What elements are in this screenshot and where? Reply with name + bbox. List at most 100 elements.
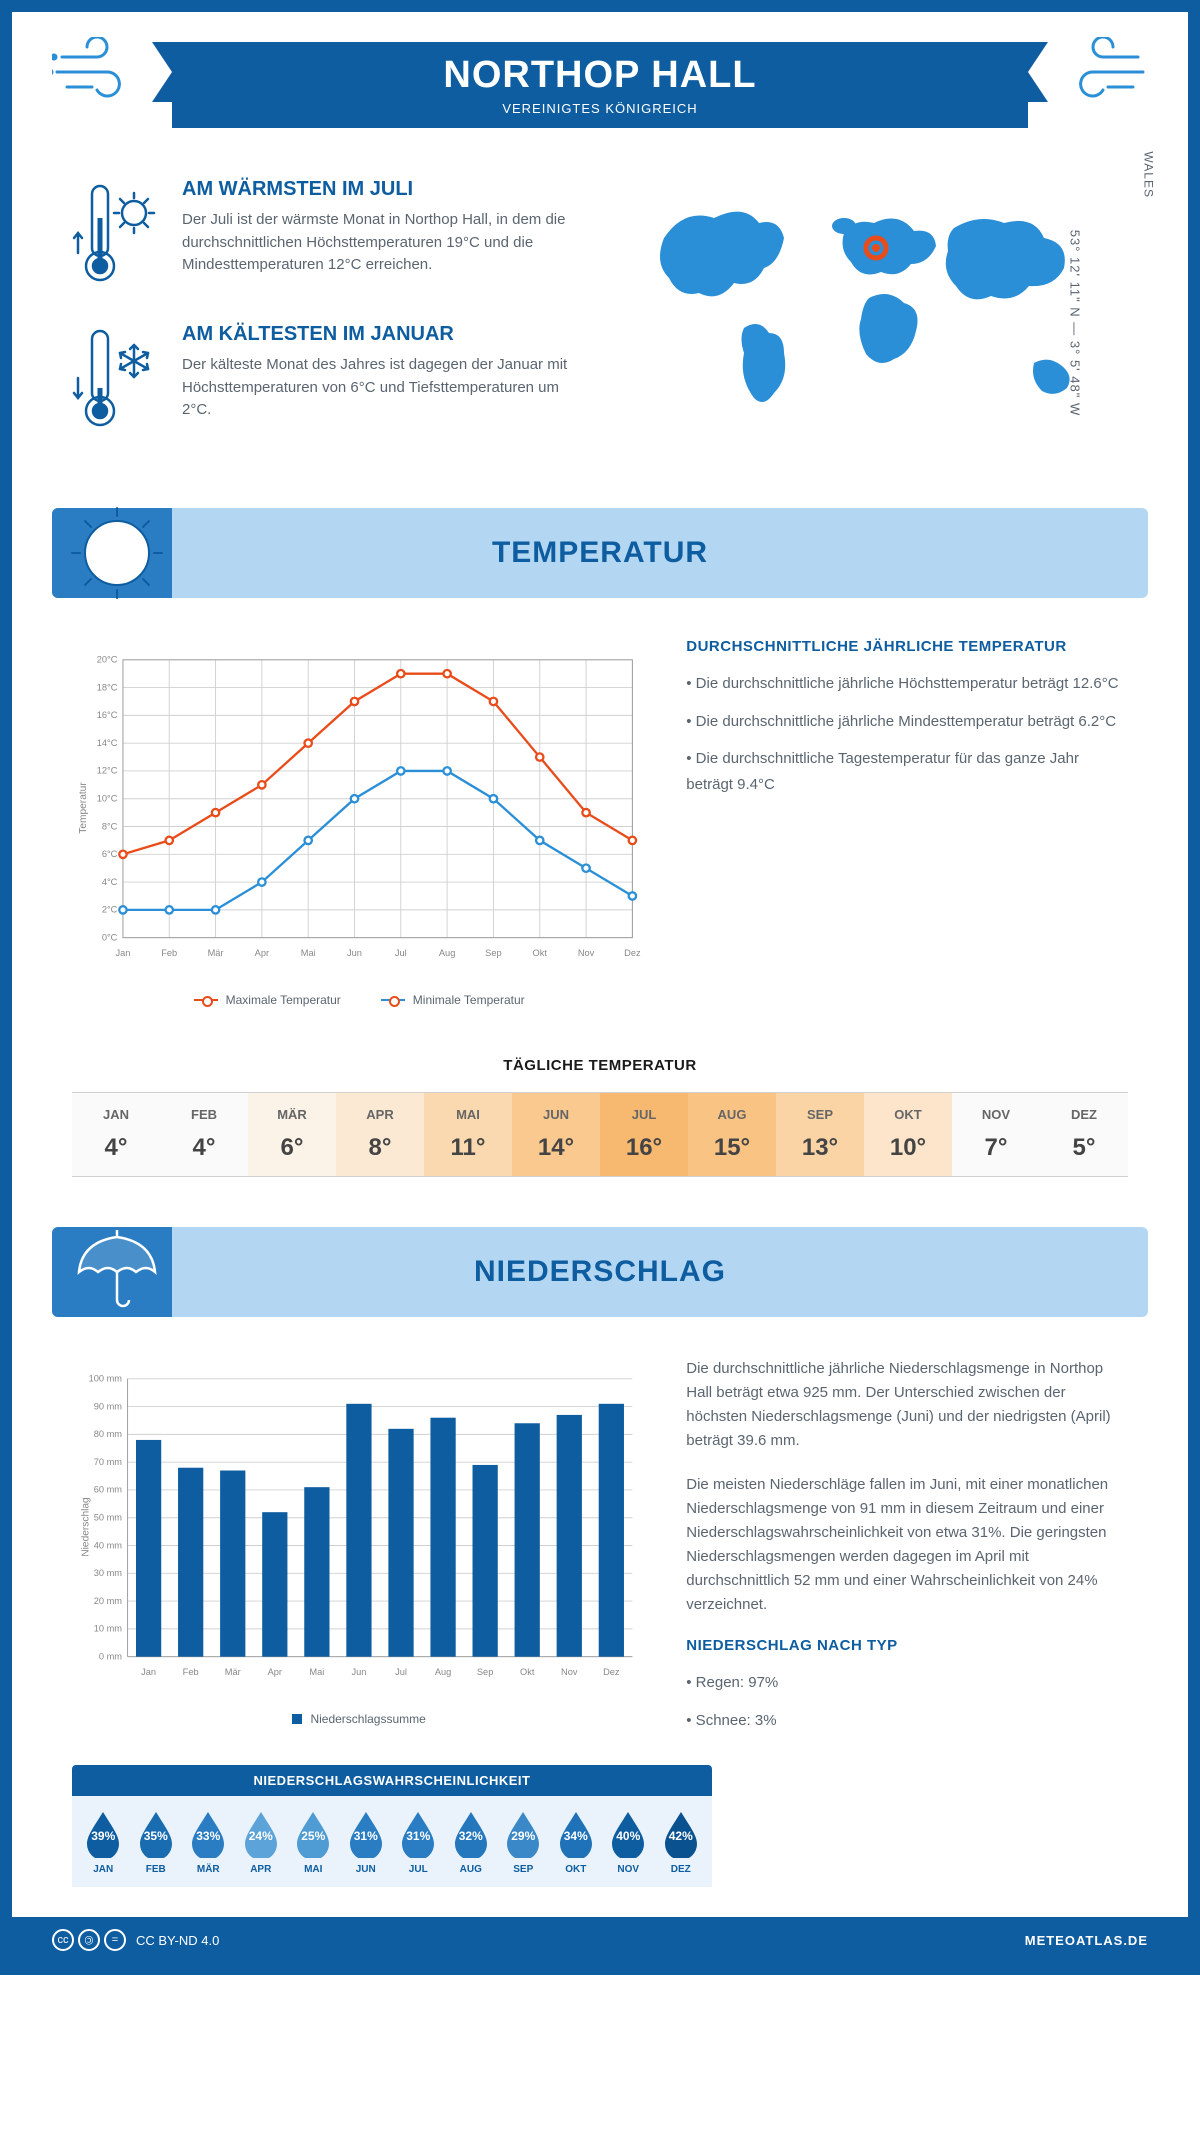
- warmest-fact: AM WÄRMSTEN IM JULI Der Juli ist der wär…: [72, 178, 580, 293]
- svg-text:20 mm: 20 mm: [94, 1596, 123, 1606]
- svg-text:0 mm: 0 mm: [99, 1651, 122, 1661]
- title-ribbon: NORTHOP HALL VEREINIGTES KÖNIGREICH: [172, 42, 1028, 128]
- svg-text:Nov: Nov: [578, 948, 595, 958]
- svg-text:Apr: Apr: [255, 948, 269, 958]
- daily-temp-cell: APR8°: [336, 1093, 424, 1176]
- legend-max: Maximale Temperatur: [226, 993, 341, 1007]
- daily-temp-cell: JUL16°: [600, 1093, 688, 1176]
- svg-text:Feb: Feb: [161, 948, 177, 958]
- svg-text:4°C: 4°C: [102, 877, 118, 887]
- svg-text:Mai: Mai: [309, 1667, 324, 1677]
- svg-text:Sep: Sep: [485, 948, 501, 958]
- svg-text:Feb: Feb: [183, 1667, 199, 1677]
- precip-desc-2: Die meisten Niederschläge fallen im Juni…: [686, 1473, 1128, 1617]
- precipitation-summary: Die durchschnittliche jährliche Niedersc…: [686, 1357, 1128, 1745]
- license-text: CC BY-ND 4.0: [136, 1933, 219, 1948]
- svg-text:16°C: 16°C: [97, 710, 118, 720]
- svg-text:40 mm: 40 mm: [94, 1540, 123, 1550]
- precipitation-title: NIEDERSCHLAG: [172, 1255, 1148, 1289]
- wind-icon-right: [1058, 37, 1148, 112]
- svg-text:Jan: Jan: [141, 1667, 156, 1677]
- precipitation-bar-chart: 0 mm10 mm20 mm30 mm40 mm50 mm60 mm70 mm8…: [72, 1357, 646, 1745]
- footer: cc 🄯 = CC BY-ND 4.0 METEOATLAS.DE: [12, 1917, 1188, 1963]
- temperature-section-header: TEMPERATUR: [52, 508, 1148, 598]
- svg-text:Temperatur: Temperatur: [78, 782, 89, 834]
- wind-icon-left: [52, 37, 142, 112]
- svg-text:Dez: Dez: [603, 1667, 620, 1677]
- svg-text:Jul: Jul: [395, 948, 407, 958]
- svg-text:Jun: Jun: [347, 948, 362, 958]
- coldest-text: Der kälteste Monat des Jahres ist dagege…: [182, 354, 580, 422]
- svg-text:80 mm: 80 mm: [94, 1429, 123, 1439]
- daily-temp-cell: DEZ5°: [1040, 1093, 1128, 1176]
- temperature-legend: .legend-swatch:nth-child(1)::after{borde…: [72, 993, 646, 1007]
- coldest-title: AM KÄLTESTEN IM JANUAR: [182, 323, 580, 346]
- prob-cell: 32%AUG: [446, 1808, 497, 1875]
- svg-text:30 mm: 30 mm: [94, 1568, 123, 1578]
- daily-temp-cell: FEB4°: [160, 1093, 248, 1176]
- daily-temp-title: TÄGLICHE TEMPERATUR: [72, 1057, 1128, 1074]
- temperature-summary: DURCHSCHNITTLICHE JÄHRLICHE TEMPERATUR •…: [686, 638, 1128, 1007]
- svg-text:Jun: Jun: [351, 1667, 366, 1677]
- svg-text:10 mm: 10 mm: [94, 1624, 123, 1634]
- svg-text:Nov: Nov: [561, 1667, 578, 1677]
- prob-cell: 40%NOV: [603, 1808, 654, 1875]
- warmest-text: Der Juli ist der wärmste Monat in Northo…: [182, 209, 580, 277]
- daily-temp-cell: MAI11°: [424, 1093, 512, 1176]
- svg-text:Okt: Okt: [533, 948, 548, 958]
- header-banner: NORTHOP HALL VEREINIGTES KÖNIGREICH: [12, 12, 1188, 148]
- umbrella-icon: [52, 1227, 172, 1317]
- svg-text:18°C: 18°C: [97, 682, 118, 692]
- legend-min: Minimale Temperatur: [413, 993, 525, 1007]
- cc-license-icon: cc 🄯 =: [52, 1929, 126, 1951]
- svg-text:0°C: 0°C: [102, 932, 118, 942]
- svg-text:Jan: Jan: [115, 948, 130, 958]
- daily-temperature-table: TÄGLICHE TEMPERATUR JAN4°FEB4°MÄR6°APR8°…: [12, 1037, 1188, 1217]
- svg-text:Niederschlag: Niederschlag: [81, 1497, 92, 1556]
- prob-cell: 31%JUL: [393, 1808, 444, 1875]
- svg-text:Jul: Jul: [395, 1667, 407, 1677]
- prob-cell: 29%SEP: [498, 1808, 549, 1875]
- thermometer-cold-icon: [72, 323, 162, 438]
- svg-text:100 mm: 100 mm: [89, 1374, 123, 1384]
- daily-temp-cell: NOV7°: [952, 1093, 1040, 1176]
- svg-text:Dez: Dez: [624, 948, 641, 958]
- prob-cell: 24%APR: [236, 1808, 287, 1875]
- daily-temp-cell: SEP13°: [776, 1093, 864, 1176]
- svg-text:Aug: Aug: [439, 948, 455, 958]
- thermometer-hot-icon: [72, 178, 162, 293]
- prob-cell: 42%DEZ: [656, 1808, 707, 1875]
- prob-cell: 31%JUN: [341, 1808, 392, 1875]
- svg-text:Sep: Sep: [477, 1667, 493, 1677]
- precip-type-bullet: • Regen: 97%: [686, 1670, 1128, 1696]
- precip-type-bullet: • Schnee: 3%: [686, 1708, 1128, 1734]
- prob-title: NIEDERSCHLAGSWAHRSCHEINLICHKEIT: [72, 1765, 712, 1796]
- site-name: METEOATLAS.DE: [1025, 1933, 1148, 1948]
- svg-text:60 mm: 60 mm: [94, 1485, 123, 1495]
- precipitation-section-header: NIEDERSCHLAG: [52, 1227, 1148, 1317]
- svg-text:6°C: 6°C: [102, 849, 118, 859]
- precip-type-title: NIEDERSCHLAG NACH TYP: [686, 1637, 1128, 1654]
- temperature-title: TEMPERATUR: [172, 536, 1148, 570]
- precip-desc-1: Die durchschnittliche jährliche Niedersc…: [686, 1357, 1128, 1453]
- coordinates: 53° 12' 11" N — 3° 5' 48" W: [1067, 230, 1082, 416]
- svg-text:Mär: Mär: [225, 1667, 241, 1677]
- svg-text:20°C: 20°C: [97, 655, 118, 665]
- intro-row: AM WÄRMSTEN IM JULI Der Juli ist der wär…: [12, 148, 1188, 498]
- svg-text:Apr: Apr: [268, 1667, 282, 1677]
- page-subtitle: VEREINIGTES KÖNIGREICH: [232, 101, 968, 116]
- svg-text:12°C: 12°C: [97, 766, 118, 776]
- daily-temp-cell: AUG15°: [688, 1093, 776, 1176]
- daily-temp-cell: MÄR6°: [248, 1093, 336, 1176]
- daily-temp-cell: OKT10°: [864, 1093, 952, 1176]
- prob-cell: 39%JAN: [78, 1808, 129, 1875]
- prob-cell: 35%FEB: [131, 1808, 182, 1875]
- precipitation-probability-table: NIEDERSCHLAGSWAHRSCHEINLICHKEIT 39%JAN35…: [72, 1765, 712, 1887]
- daily-temp-cell: JAN4°: [72, 1093, 160, 1176]
- legend-precip: Niederschlagssumme: [310, 1712, 425, 1726]
- daily-temp-cell: JUN14°: [512, 1093, 600, 1176]
- prob-cell: 34%OKT: [551, 1808, 602, 1875]
- region-label: WALES: [1142, 151, 1156, 198]
- svg-text:Aug: Aug: [435, 1667, 451, 1677]
- prob-cell: 33%MÄR: [183, 1808, 234, 1875]
